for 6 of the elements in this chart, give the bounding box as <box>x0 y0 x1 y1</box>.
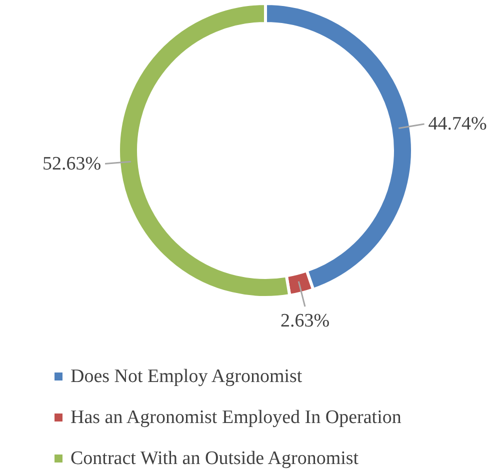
data-label: 2.63% <box>280 310 330 332</box>
data-label: 52.63% <box>42 153 102 174</box>
legend-label: Does Not Employ Agronomist <box>70 366 303 387</box>
legend-label: Contract With an Outside Agronomist <box>70 448 360 469</box>
data-label: 44.74% <box>428 114 488 135</box>
legend-label: Has an Agronomist Employed In Operation <box>70 407 402 428</box>
